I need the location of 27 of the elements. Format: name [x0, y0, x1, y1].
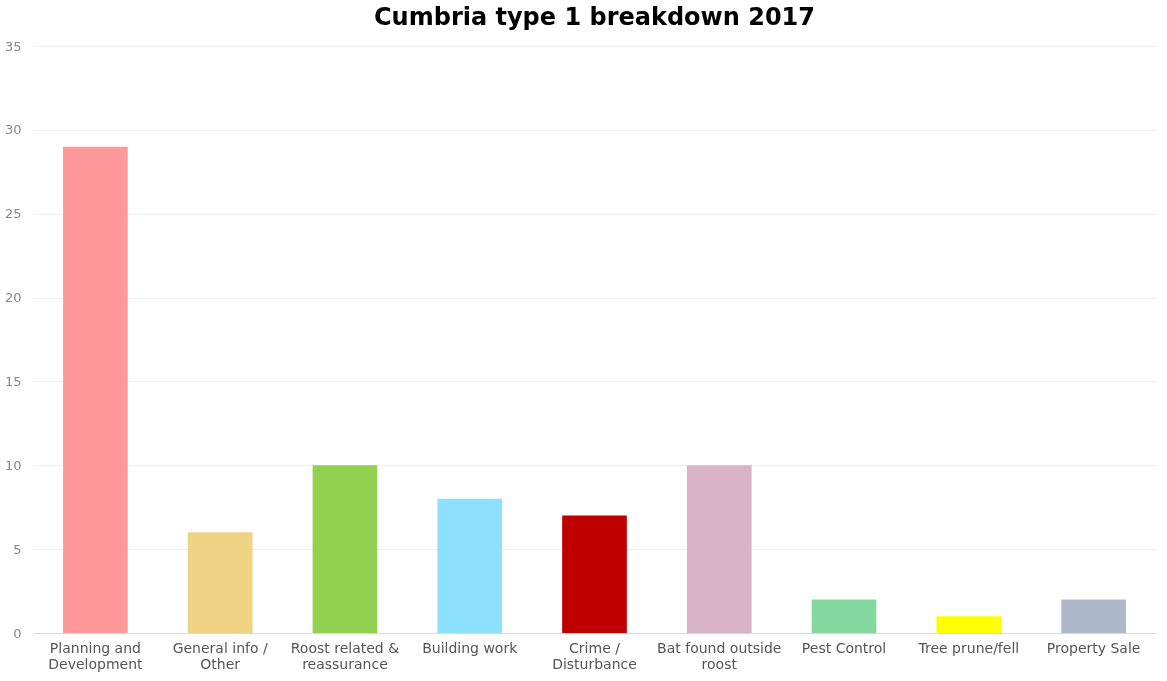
y-tick-label: 30 — [4, 122, 22, 138]
bar — [936, 616, 1002, 633]
y-tick-label: 0 — [13, 625, 22, 641]
x-tick-label: General info / Other — [172, 639, 268, 672]
bar — [63, 146, 128, 633]
bar — [1061, 599, 1126, 633]
y-tick-label: 25 — [4, 206, 22, 222]
bar — [187, 532, 253, 633]
y-tick-label: 10 — [4, 457, 22, 473]
y-tick-label: 35 — [4, 38, 22, 54]
bar — [562, 515, 627, 633]
x-tick-label: Planning and Development — [48, 639, 144, 672]
y-tick-label: 15 — [4, 373, 22, 389]
bar — [437, 498, 503, 633]
x-tick-label: Building work — [422, 639, 519, 656]
bar — [312, 465, 378, 633]
x-tick-label: Bat found outside roost — [657, 639, 782, 672]
x-tick-label: Pest Control — [801, 639, 887, 656]
x-tick-label: Crime / Disturbance — [552, 639, 637, 672]
bar — [686, 465, 752, 633]
x-tick-label: Tree prune/fell — [917, 639, 1020, 656]
x-tick-label: Roost related & reassurance — [290, 639, 400, 672]
x-tick-label: Property Sale — [1046, 639, 1141, 656]
chart-title: Cumbria type 1 breakdown 2017 — [373, 3, 816, 31]
y-tick-label: 20 — [4, 290, 22, 306]
bar — [811, 599, 877, 633]
y-tick-label: 5 — [13, 541, 22, 557]
